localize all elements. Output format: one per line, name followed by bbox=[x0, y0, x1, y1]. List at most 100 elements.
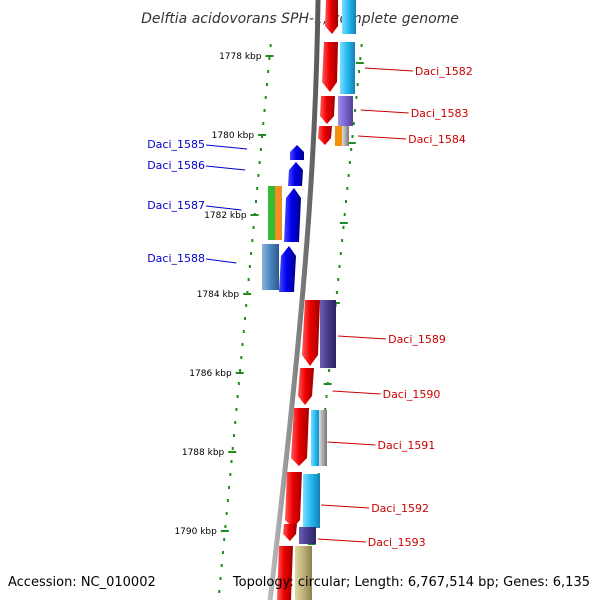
scale-tick-label: 1784 kbp bbox=[197, 290, 240, 300]
accession-text: Accession: NC_010002 bbox=[8, 575, 156, 590]
track-dot bbox=[356, 83, 359, 86]
track-dot bbox=[325, 395, 328, 398]
gene-label[interactable]: Daci_1591 bbox=[378, 439, 436, 452]
gene-label[interactable]: Daci_1593 bbox=[368, 536, 426, 549]
track-dot bbox=[347, 174, 350, 177]
track-dot bbox=[359, 57, 362, 60]
scale-tick bbox=[235, 372, 244, 374]
leader-line bbox=[205, 165, 246, 171]
scale-tick bbox=[220, 530, 229, 532]
track-dot bbox=[220, 564, 223, 567]
reverse-strand-features bbox=[262, 145, 304, 292]
genome-summary-text: Topology: circular; Length: 6,767,514 bp… bbox=[232, 575, 590, 590]
leader-line bbox=[327, 441, 376, 446]
gene-arrow bbox=[279, 246, 296, 292]
gene-arrow bbox=[325, 0, 338, 34]
scale-tick bbox=[258, 134, 267, 136]
track-major-tick bbox=[339, 222, 348, 224]
track-dot bbox=[342, 226, 345, 229]
leader-line bbox=[338, 335, 387, 340]
track-dot bbox=[239, 369, 242, 372]
track-dot bbox=[360, 44, 363, 47]
leader-line bbox=[205, 144, 248, 150]
track-dot bbox=[234, 421, 237, 424]
track-dot bbox=[241, 343, 244, 346]
track-dot bbox=[328, 369, 331, 372]
track-dot bbox=[226, 499, 229, 502]
leader-line bbox=[321, 504, 370, 509]
track-dot bbox=[256, 187, 259, 190]
scale-tick-label: 1782 kbp bbox=[204, 211, 247, 221]
gene-label[interactable]: Daci_1583 bbox=[411, 107, 469, 120]
track-dot bbox=[235, 408, 238, 411]
leader-line bbox=[360, 109, 409, 114]
scale-tick-label: 1778 kbp bbox=[219, 52, 262, 62]
track-dot bbox=[219, 577, 222, 580]
track-dot bbox=[228, 486, 231, 489]
gene-block bbox=[320, 300, 336, 368]
track-dot bbox=[348, 161, 351, 164]
track-dot bbox=[250, 252, 253, 255]
leader-line bbox=[332, 390, 381, 395]
track-dot bbox=[346, 187, 349, 190]
gene-block bbox=[338, 96, 353, 126]
track-dot bbox=[268, 57, 271, 60]
track-dot bbox=[262, 122, 265, 125]
scale-tick bbox=[250, 214, 259, 216]
track-dot bbox=[355, 96, 358, 99]
gene-arrow bbox=[302, 300, 320, 366]
leader-line bbox=[205, 205, 242, 211]
track-dot bbox=[221, 551, 224, 554]
track-dot bbox=[351, 135, 354, 138]
track-dot bbox=[324, 408, 327, 411]
track-dot bbox=[254, 200, 257, 203]
gene-block bbox=[319, 410, 327, 466]
gene-arrow bbox=[285, 472, 302, 528]
track-major-tick bbox=[347, 142, 356, 144]
gene-block bbox=[335, 126, 342, 146]
track-dot bbox=[245, 304, 248, 307]
gene-block bbox=[342, 0, 356, 34]
scale-tick-label: 1788 kbp bbox=[182, 448, 225, 458]
gene-arrow bbox=[277, 546, 293, 600]
gene-arrow bbox=[283, 524, 297, 541]
gene-labels-reverse: Daci_1585 Daci_1586 Daci_1587 Daci_1588 bbox=[147, 138, 248, 265]
track-dot bbox=[269, 44, 272, 47]
gene-label[interactable]: Daci_1590 bbox=[383, 388, 441, 401]
gene-label[interactable]: Daci_1589 bbox=[388, 333, 446, 346]
leader-line bbox=[205, 258, 237, 264]
track-dot bbox=[337, 278, 340, 281]
gene-label[interactable]: Daci_1588 bbox=[147, 252, 205, 265]
track-dot bbox=[251, 239, 254, 242]
genome-backbone bbox=[267, 0, 321, 600]
gene-block bbox=[275, 186, 282, 240]
gene-label[interactable]: Daci_1586 bbox=[147, 159, 205, 172]
gene-arrow bbox=[322, 42, 338, 92]
track-dot bbox=[354, 109, 357, 112]
track-dot bbox=[229, 473, 232, 476]
gene-block bbox=[340, 42, 355, 94]
leader-line bbox=[358, 135, 407, 140]
track-dot bbox=[218, 590, 221, 593]
track-dot bbox=[243, 317, 246, 320]
track-major-tick bbox=[323, 383, 332, 385]
gene-block bbox=[303, 474, 320, 528]
gene-label[interactable]: Daci_1582 bbox=[415, 65, 473, 78]
track-dot bbox=[335, 291, 338, 294]
track-dot bbox=[240, 356, 243, 359]
gene-label[interactable]: Daci_1587 bbox=[147, 199, 205, 212]
track-dot bbox=[264, 96, 267, 99]
track-dot bbox=[236, 395, 239, 398]
track-dot bbox=[242, 330, 245, 333]
leader-line bbox=[364, 67, 413, 72]
gene-block bbox=[342, 126, 349, 146]
gene-arrow bbox=[290, 145, 304, 160]
gene-label[interactable]: Daci_1584 bbox=[408, 133, 466, 146]
track-dot bbox=[230, 460, 233, 463]
gene-label[interactable]: Daci_1592 bbox=[371, 502, 429, 515]
track-dot bbox=[350, 148, 353, 151]
track-dot bbox=[267, 70, 270, 73]
track-dot bbox=[232, 434, 235, 437]
gene-label[interactable]: Daci_1585 bbox=[147, 138, 205, 151]
